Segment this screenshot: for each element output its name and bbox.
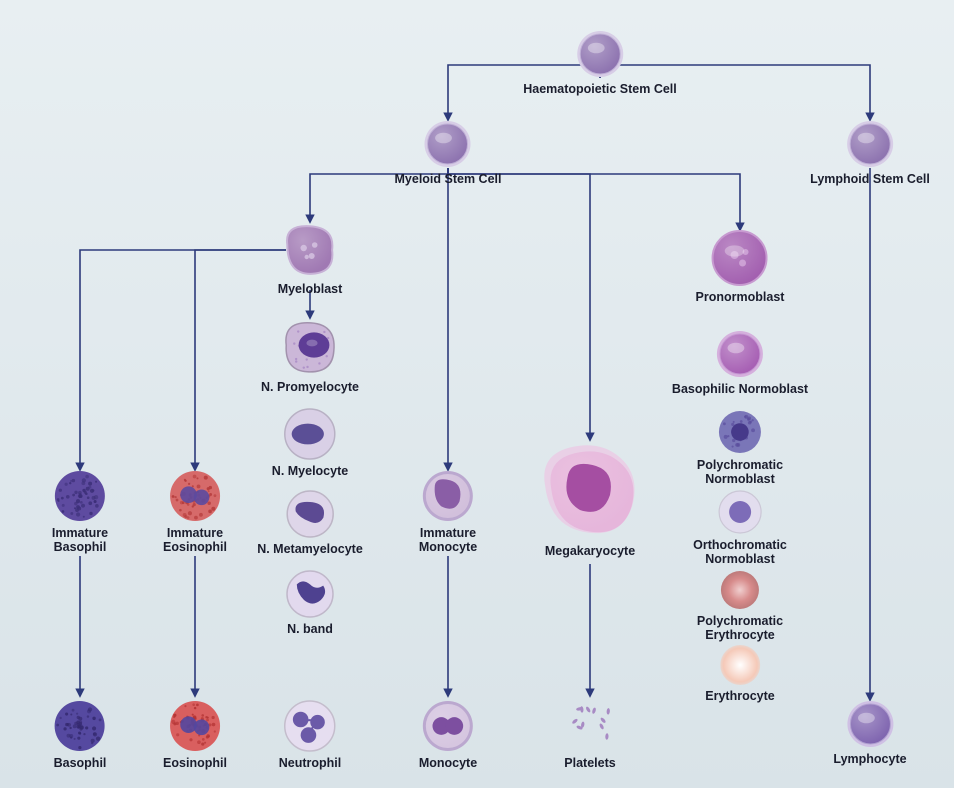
cell-label: Basophilic Normoblast bbox=[672, 382, 808, 396]
edge bbox=[448, 168, 590, 440]
cell-node-ery: Erythrocyte bbox=[705, 645, 774, 703]
cell-node-polynorm: Polychromatic Normoblast bbox=[697, 410, 783, 487]
cell-node-immono: Immature Monocyte bbox=[419, 470, 477, 555]
cell-label: N. Promyelocyte bbox=[261, 380, 359, 394]
cell-node-myeloid: Myeloid Stem Cell bbox=[395, 120, 502, 186]
cell-label: Polychromatic Normoblast bbox=[697, 458, 783, 487]
cell-label: Pronormoblast bbox=[696, 290, 785, 304]
cell-node-orthnorm: Orthochromatic Normoblast bbox=[693, 490, 787, 567]
cell-label: Neutrophil bbox=[279, 756, 342, 770]
cell-node-neutro: Neutrophil bbox=[279, 700, 342, 770]
cell-label: N. Metamyelocyte bbox=[257, 542, 363, 556]
cell-label: Eosinophil bbox=[163, 756, 227, 770]
cell-label: Megakaryocyte bbox=[540, 544, 640, 558]
cell-label: Polychromatic Erythrocyte bbox=[697, 614, 783, 643]
cell-label: Lymphoid Stem Cell bbox=[810, 172, 930, 186]
cell-node-basophil: Basophil bbox=[54, 700, 107, 770]
cell-node-platelets: Platelets bbox=[564, 700, 616, 770]
cell-label: Lymphocyte bbox=[833, 752, 906, 766]
cell-node-eosino: Eosinophil bbox=[163, 700, 227, 770]
cell-node-nband: N. band bbox=[286, 570, 334, 636]
cell-node-polyery: Polychromatic Erythrocyte bbox=[697, 570, 783, 643]
cell-node-megak: Megakaryocyte bbox=[540, 440, 640, 558]
cell-node-hsc: Haematopoietic Stem Cell bbox=[523, 30, 677, 96]
cell-node-nmyelo: N. Myelocyte bbox=[272, 408, 348, 478]
cell-node-immbas: Immature Basophil bbox=[52, 470, 108, 555]
cell-label: Basophil bbox=[54, 756, 107, 770]
cell-label: Myeloid Stem Cell bbox=[395, 172, 502, 186]
cell-node-basonorm: Basophilic Normoblast bbox=[672, 330, 808, 396]
haematopoiesis-diagram: Haematopoietic Stem Cell Myeloid Stem Ce… bbox=[0, 0, 954, 788]
cell-node-lymphoid: Lymphoid Stem Cell bbox=[810, 120, 930, 186]
cell-label: Orthochromatic Normoblast bbox=[693, 538, 787, 567]
cell-label: N. band bbox=[286, 622, 334, 636]
cell-node-npromyel: N. Promyelocyte bbox=[261, 320, 359, 394]
cell-label: Erythrocyte bbox=[705, 689, 774, 703]
cell-node-myeloblast: Myeloblast bbox=[278, 222, 343, 296]
cell-label: N. Myelocyte bbox=[272, 464, 348, 478]
cell-label: Immature Basophil bbox=[52, 526, 108, 555]
cell-label: Haematopoietic Stem Cell bbox=[523, 82, 677, 96]
cell-node-pronorm: Pronormoblast bbox=[696, 230, 785, 304]
edge-layer bbox=[0, 0, 954, 788]
cell-label: Immature Monocyte bbox=[419, 526, 477, 555]
cell-node-nmeta: N. Metamyelocyte bbox=[257, 490, 363, 556]
cell-label: Myeloblast bbox=[278, 282, 343, 296]
cell-label: Immature Eosinophil bbox=[163, 526, 227, 555]
cell-label: Platelets bbox=[564, 756, 616, 770]
cell-node-lympho: Lymphocyte bbox=[833, 700, 906, 766]
cell-node-immeos: Immature Eosinophil bbox=[163, 470, 227, 555]
edge bbox=[80, 250, 286, 470]
cell-label: Monocyte bbox=[419, 756, 477, 770]
cell-node-monocyte: Monocyte bbox=[419, 700, 477, 770]
